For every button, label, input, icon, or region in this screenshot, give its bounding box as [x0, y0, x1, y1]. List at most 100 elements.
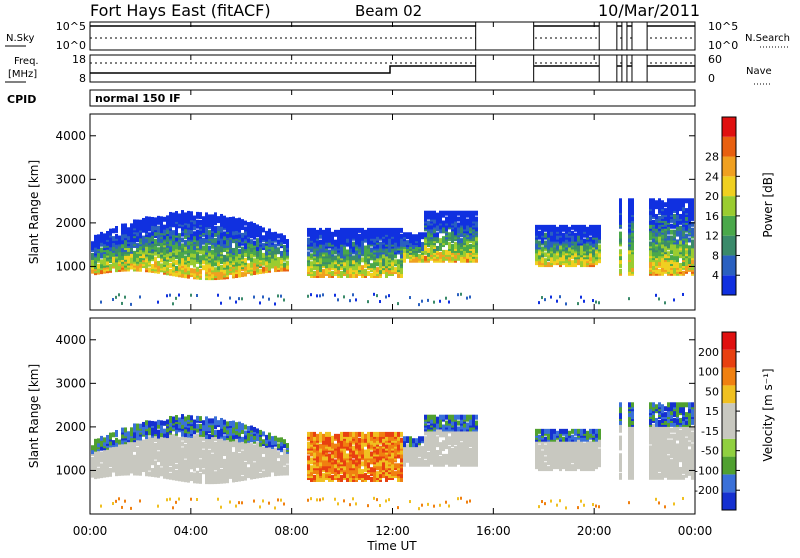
power-cell: [106, 231, 109, 236]
velocity-cell: [271, 436, 274, 441]
velocity-cell: [334, 444, 337, 449]
velocity-cell: [340, 432, 343, 437]
power-cell: [241, 247, 244, 252]
power-cell: [352, 242, 355, 247]
power-cell: [91, 241, 94, 246]
power-cell: [544, 258, 547, 263]
velocity-cell: [169, 416, 172, 421]
power-cell: [202, 246, 205, 251]
power-cell: [178, 213, 181, 218]
power-cell: [595, 225, 598, 230]
power-cell: [670, 236, 673, 241]
power-cell: [577, 302, 579, 305]
power-cell: [538, 301, 540, 304]
power-cell: [142, 218, 145, 223]
power-cell: [448, 232, 451, 237]
power-cell: [676, 239, 679, 244]
power-cell: [310, 253, 313, 258]
power-cell: [589, 225, 592, 230]
power-cell: [364, 246, 367, 251]
velocity-cell: [112, 502, 114, 505]
power-cell: [397, 259, 400, 264]
velocity-cell: [214, 471, 217, 476]
velocity-cell: [328, 453, 331, 458]
power-cell: [373, 293, 375, 296]
velocity-cell: [166, 498, 168, 501]
power-cell: [133, 219, 136, 224]
power-cell: [262, 267, 265, 272]
power-cell: [658, 198, 661, 203]
power-cell: [184, 212, 187, 217]
power-cell: [466, 219, 469, 224]
power-cell: [403, 232, 406, 237]
velocity-cell: [91, 445, 94, 450]
velocity-cell: [316, 498, 318, 501]
velocity-cell: [181, 414, 184, 419]
power-cell: [199, 255, 202, 260]
velocity-cell: [169, 473, 172, 478]
power-cell: [190, 268, 193, 273]
power-cell: [433, 211, 436, 216]
power-cell: [436, 246, 439, 251]
power-cell: [202, 216, 205, 221]
velocity-cell: [100, 463, 103, 468]
power-cell: [685, 198, 688, 203]
nsearch-tick-top: 10^5: [708, 20, 738, 33]
velocity-cell: [319, 498, 321, 501]
y-tick-label: 2000: [55, 216, 86, 230]
power-cell: [109, 229, 112, 234]
power-cell: [238, 249, 241, 254]
cpid-label: CPID: [7, 93, 36, 106]
power-cell: [442, 211, 445, 216]
power-cell: [157, 216, 160, 221]
power-cell: [655, 214, 658, 219]
power-cell: [457, 211, 460, 216]
power-cell: [328, 249, 331, 254]
velocity-cell: [286, 443, 289, 448]
power-cell: [334, 294, 336, 297]
velocity-cell: [352, 432, 355, 437]
power-cell: [691, 228, 694, 233]
power-cell: [427, 220, 430, 225]
power-cell: [220, 265, 223, 270]
power-cell: [658, 269, 661, 274]
power-cell: [334, 240, 337, 245]
velocity-cell: [262, 499, 264, 502]
power-cell: [688, 237, 691, 242]
power-cell: [97, 234, 100, 239]
velocity-cell: [157, 451, 160, 456]
power-cell: [97, 264, 100, 269]
power-cell: [556, 227, 559, 232]
velocity-cell: [244, 462, 247, 467]
velocity-cell: [118, 440, 121, 445]
power-cell: [544, 233, 547, 238]
power-cell: [667, 251, 670, 256]
velocity-cell: [277, 498, 279, 501]
velocity-cell: [178, 417, 181, 422]
power-cell: [214, 226, 217, 231]
power-cell: [274, 232, 277, 237]
cpid-value: normal 150 IF: [95, 92, 181, 105]
velocity-cell: [154, 443, 157, 448]
power-cell: [169, 212, 172, 217]
gap-block: [599, 56, 617, 81]
power-cell: [343, 228, 346, 233]
power-cell: [310, 293, 312, 296]
power-cell: [118, 293, 120, 296]
power-cell: [556, 300, 558, 303]
power-cell: [442, 250, 445, 255]
power-cell: [268, 298, 270, 301]
velocity-cell: [217, 430, 220, 435]
velocity-cell: [274, 506, 276, 509]
velocity-cell: [94, 439, 97, 444]
power-cell: [115, 234, 118, 239]
velocity-cell: [115, 430, 118, 435]
power-plot-frame: [90, 114, 695, 310]
power-cell: [268, 229, 271, 234]
power-cell: [115, 226, 118, 231]
power-cell: [586, 227, 589, 232]
velocity-cell: [247, 426, 250, 431]
power-cell: [283, 235, 286, 240]
velocity-cell: [211, 418, 214, 423]
